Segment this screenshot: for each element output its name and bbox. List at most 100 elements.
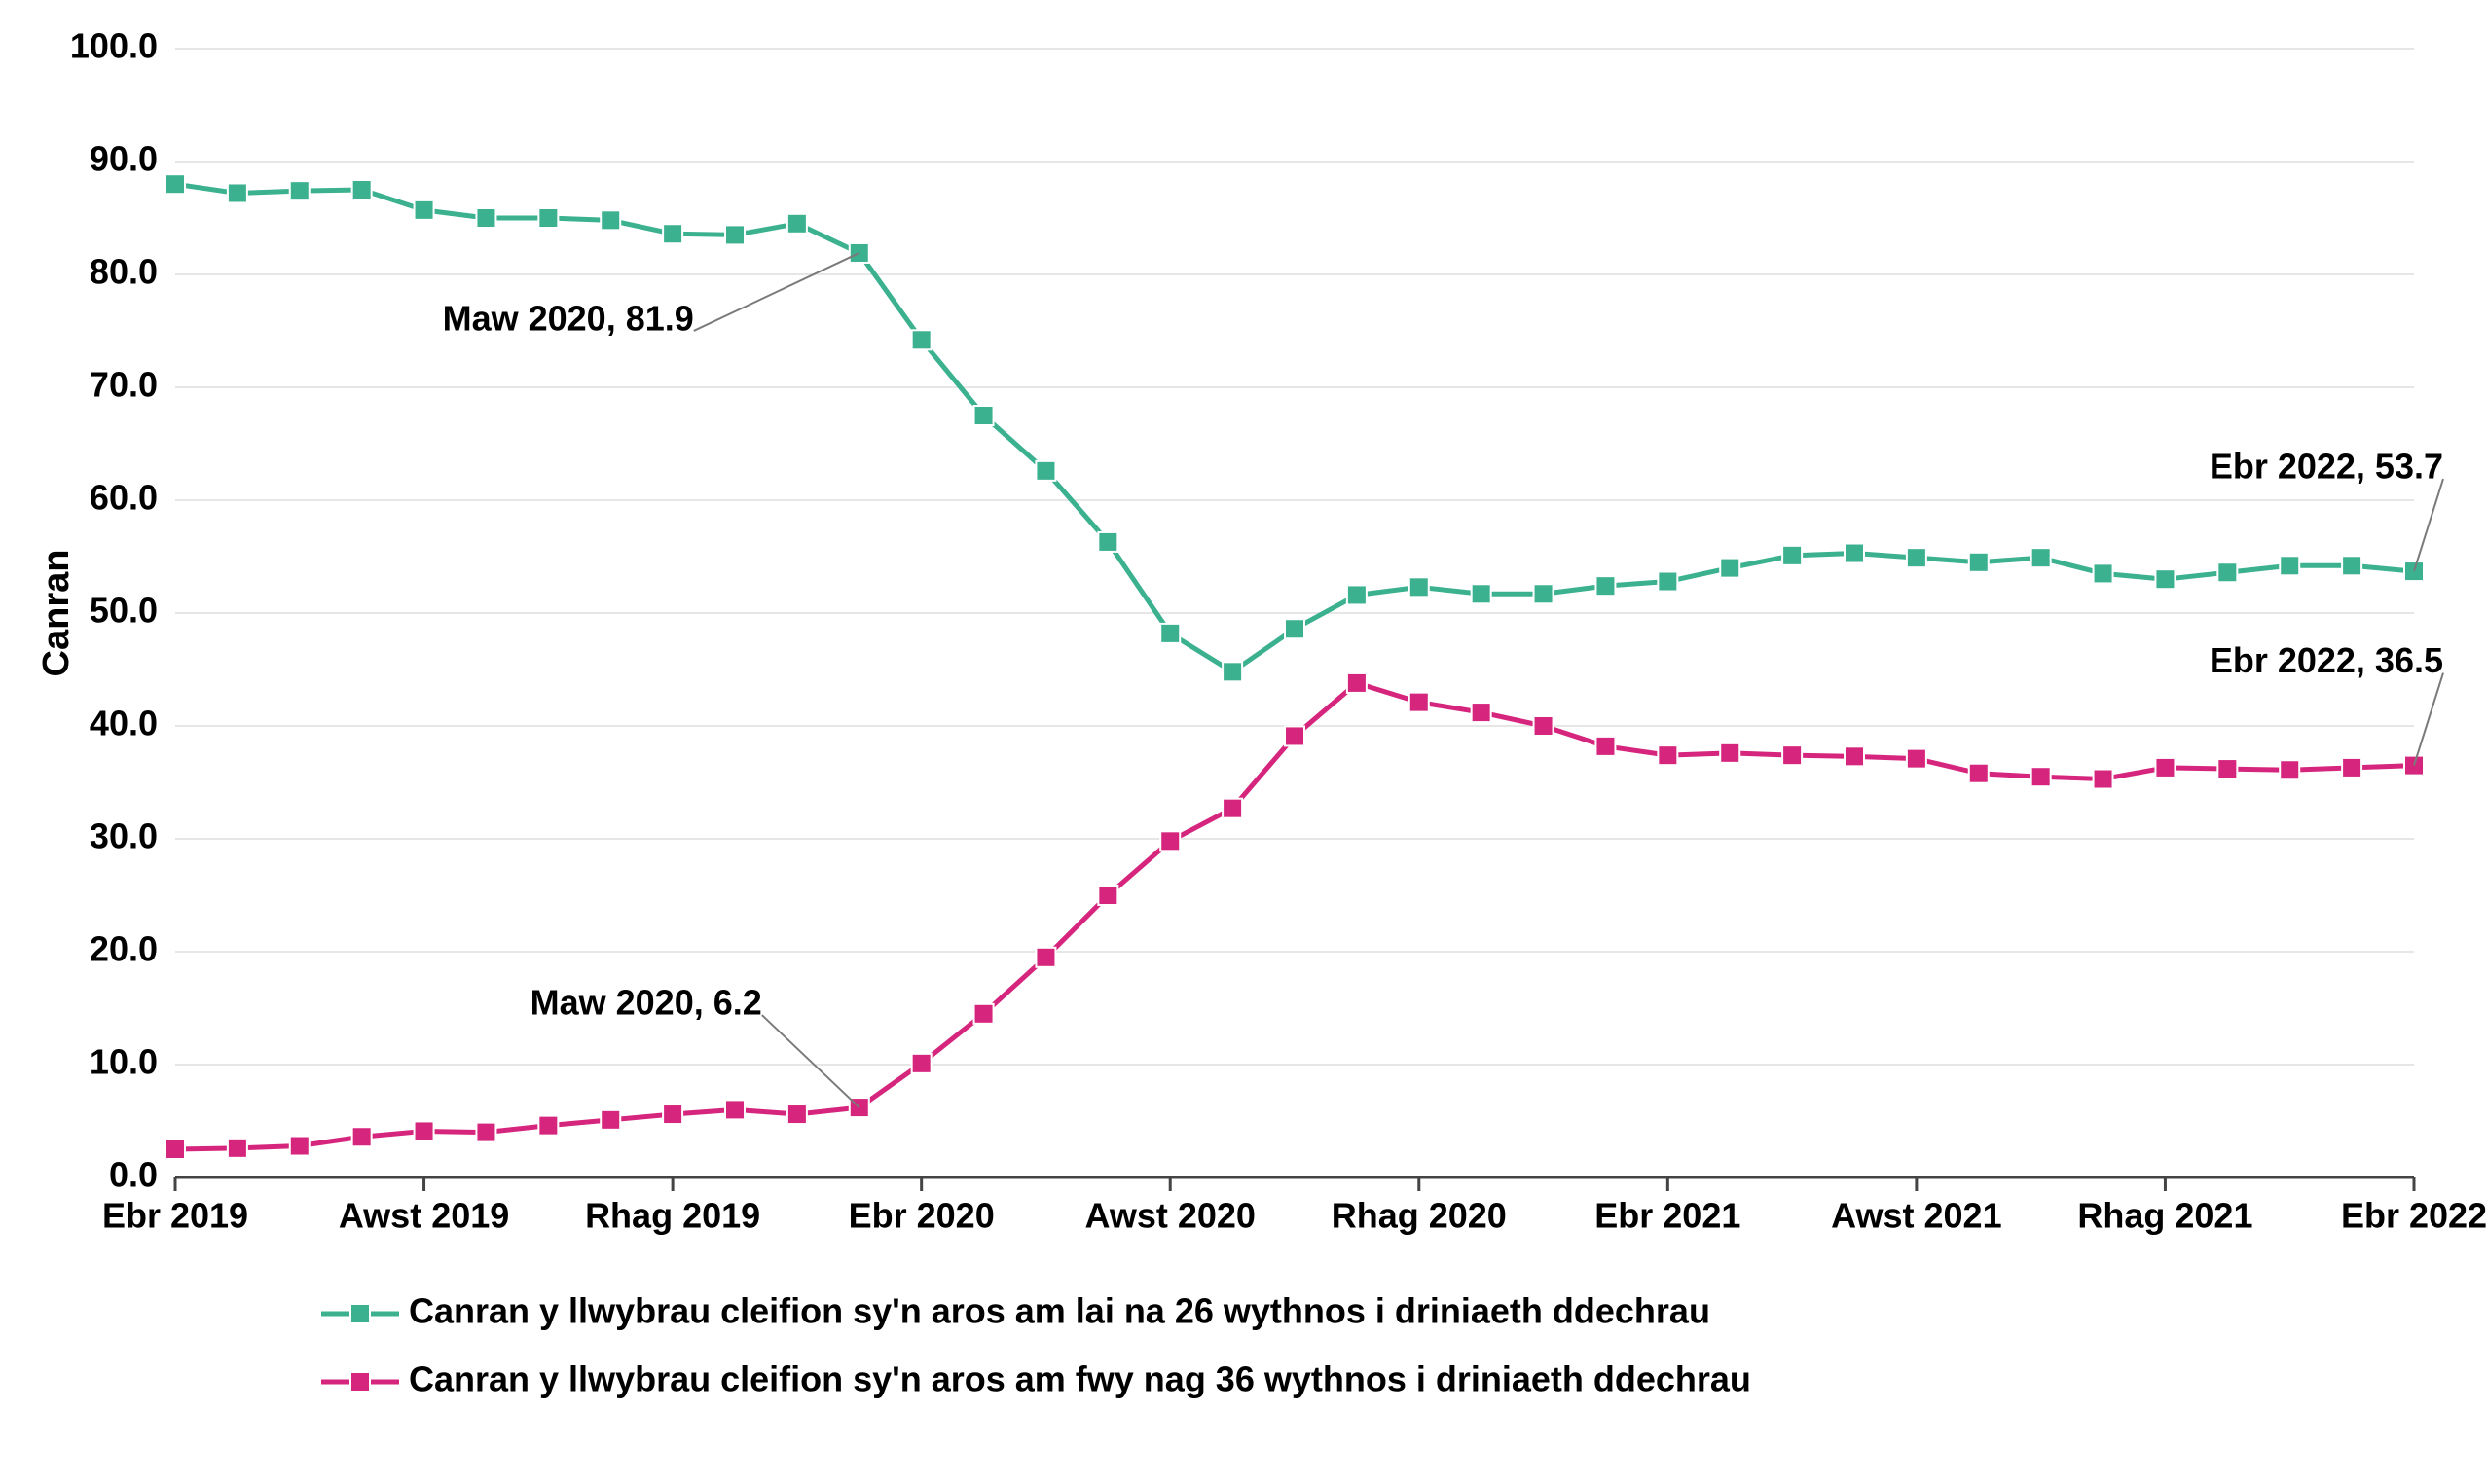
marker-series36	[290, 1137, 310, 1156]
y-tick-label: 10.0	[90, 1042, 158, 1082]
marker-series36	[787, 1104, 807, 1124]
x-tick-label: Ebr 2021	[1594, 1196, 1740, 1236]
marker-series26	[2217, 562, 2237, 582]
marker-series26	[787, 214, 807, 234]
legend-label: Canran y llwybrau cleifion sy'n aros am …	[409, 1291, 1710, 1331]
marker-series36	[1720, 743, 1739, 763]
y-tick-label: 100.0	[70, 26, 158, 66]
marker-series26	[1347, 585, 1367, 604]
y-tick-label: 20.0	[90, 929, 158, 969]
marker-series36	[538, 1116, 558, 1136]
marker-series26	[601, 210, 620, 230]
marker-series36	[725, 1100, 745, 1119]
marker-series26	[1285, 619, 1304, 638]
legend-label: Canran y llwybrau cleifion sy'n aros am …	[409, 1359, 1751, 1399]
y-tick-label: 80.0	[90, 252, 158, 292]
marker-series26	[476, 208, 495, 228]
marker-series26	[1534, 584, 1554, 603]
marker-series36	[165, 1140, 185, 1159]
marker-series26	[165, 174, 185, 194]
chart-container: 0.0 10.0 20.0 30.0 40.0 50.0 60.0 70.0 80.0 90.0 1…	[0, 0, 2487, 1484]
marker-series36	[1160, 831, 1180, 851]
marker-series26	[663, 224, 682, 243]
marker-series26	[2155, 569, 2175, 589]
marker-series26	[1098, 532, 1117, 552]
marker-series36	[974, 1004, 994, 1024]
marker-series36	[1969, 764, 1989, 783]
marker-series36	[2217, 759, 2237, 778]
marker-series26	[1160, 624, 1180, 643]
x-tick-label: Awst 2021	[1831, 1196, 2001, 1236]
series-line-series26	[175, 184, 2414, 671]
x-tick-label: Rhag 2019	[585, 1196, 760, 1236]
y-tick-label: 70.0	[90, 365, 158, 405]
marker-series26	[1223, 662, 1242, 681]
marker-series26	[1782, 546, 1802, 565]
marker-series36	[415, 1121, 434, 1140]
series-line-series36	[175, 683, 2414, 1149]
x-tick-label: Ebr 2022	[2341, 1196, 2487, 1236]
x-tick-label: Awst 2019	[339, 1196, 509, 1236]
y-tick-label: 0.0	[109, 1155, 158, 1195]
y-tick-label: 30.0	[90, 816, 158, 856]
marker-series26	[912, 330, 932, 349]
marker-series36	[1223, 799, 1242, 818]
marker-series36	[476, 1123, 495, 1142]
marker-series26	[1907, 548, 1926, 567]
x-tick-label: Ebr 2019	[102, 1196, 248, 1236]
marker-series36	[663, 1104, 682, 1124]
marker-series26	[228, 183, 247, 202]
chart-svg: 0.0 10.0 20.0 30.0 40.0 50.0 60.0 70.0 80.0 90.0 1…	[0, 0, 2487, 1484]
marker-series26	[725, 225, 745, 244]
marker-series36	[1907, 749, 1926, 769]
y-tick-label: 40.0	[90, 704, 158, 743]
marker-series26	[2342, 556, 2361, 575]
annotation-label: Maw 2020, 81.9	[443, 298, 694, 338]
marker-series26	[1409, 577, 1429, 597]
marker-series36	[1782, 745, 1802, 765]
marker-series26	[2031, 548, 2051, 567]
marker-series26	[1720, 559, 1739, 578]
marker-series36	[2094, 770, 2113, 789]
marker-series26	[1845, 544, 1864, 563]
marker-series36	[352, 1127, 372, 1146]
marker-series36	[1472, 703, 1491, 722]
marker-series36	[1658, 745, 1677, 765]
annotation-label: Ebr 2022, 36.5	[2210, 640, 2443, 680]
y-tick-label: 90.0	[90, 139, 158, 179]
marker-series26	[2094, 563, 2113, 583]
y-tick-label: 50.0	[90, 591, 158, 631]
x-tick-label: Rhag 2021	[2077, 1196, 2252, 1236]
marker-series36	[601, 1110, 620, 1130]
marker-series26	[352, 180, 372, 199]
marker-series26	[1658, 572, 1677, 592]
marker-series36	[1036, 948, 1055, 967]
x-tick-label: Rhag 2020	[1332, 1196, 1507, 1236]
marker-series26	[1036, 461, 1055, 481]
marker-series26	[1595, 576, 1615, 596]
marker-series36	[1347, 673, 1367, 693]
marker-series36	[2155, 758, 2175, 778]
y-axis-label: Canran	[36, 550, 77, 677]
marker-series36	[1534, 716, 1554, 736]
marker-series36	[1845, 746, 1864, 766]
marker-series26	[290, 181, 310, 200]
marker-series36	[1595, 737, 1615, 756]
marker-series26	[2280, 556, 2299, 575]
x-tick-label: Awst 2020	[1084, 1196, 1255, 1236]
marker-series26	[1969, 553, 1989, 572]
y-tick-label: 60.0	[90, 478, 158, 518]
marker-series36	[2031, 767, 2051, 786]
marker-series36	[912, 1054, 932, 1073]
marker-series36	[1098, 886, 1117, 905]
marker-series36	[1409, 693, 1429, 712]
annotation-label: Maw 2020, 6.2	[530, 983, 762, 1023]
marker-series26	[974, 406, 994, 425]
marker-series26	[415, 200, 434, 220]
marker-series36	[1285, 726, 1304, 745]
x-tick-label: Ebr 2020	[849, 1196, 995, 1236]
marker-series36	[228, 1139, 247, 1158]
marker-series36	[2342, 758, 2361, 778]
marker-series26	[538, 208, 558, 228]
annotation-label: Ebr 2022, 53.7	[2210, 447, 2443, 487]
